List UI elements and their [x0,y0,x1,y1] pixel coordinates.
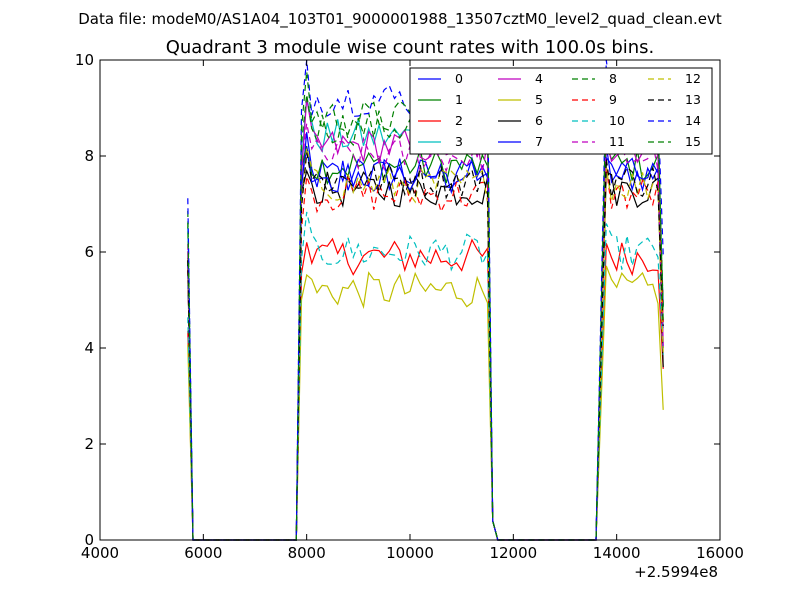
series-line-5 [187,265,664,541]
legend-label-10: 10 [609,113,625,128]
legend-label-1: 1 [455,92,463,107]
legend-label-7: 7 [535,134,543,149]
x-offset-label: +2.5994e8 [634,563,718,581]
legend-label-15: 15 [685,134,701,149]
series-line-13 [187,152,664,541]
legend-label-3: 3 [455,134,463,149]
series-line-2 [187,237,664,541]
legend-label-9: 9 [609,92,617,107]
series-line-12 [187,147,664,541]
legend-label-13: 13 [685,92,701,107]
series-line-11 [187,123,664,541]
y-tick-label: 2 [84,435,94,453]
y-tick-label: 10 [75,51,94,69]
legend-box [409,67,713,155]
chart-title: Quadrant 3 module wise count rates with … [166,37,655,58]
x-tick-label: 10000 [386,544,434,562]
legend-label-6: 6 [535,113,543,128]
legend-label-14: 14 [685,113,701,128]
chart-supertitle: Data file: modeM0/AS1A04_103T01_90000019… [78,10,722,29]
x-tick-label: 6000 [184,544,222,562]
y-tick-label: 4 [84,339,94,357]
y-tick-label: 0 [84,531,94,549]
legend-label-11: 11 [609,134,625,149]
x-tick-label: 16000 [696,544,744,562]
x-axis: 4000 6000 8000 10000 12000 14000 16000 [81,60,744,562]
y-tick-label: 8 [84,147,94,165]
legend-label-8: 8 [609,71,617,86]
legend-label-4: 4 [535,71,543,86]
series-line-7 [187,147,664,541]
x-tick-label: 4000 [81,544,119,562]
x-tick-label: 8000 [288,544,326,562]
x-tick-label: 14000 [593,544,641,562]
legend-label-5: 5 [535,92,543,107]
series-line-9 [187,166,664,541]
series-line-10 [187,211,664,541]
series-line-1 [187,144,664,541]
series-line-4 [187,98,664,541]
series-line-0 [187,132,664,541]
y-tick-label: 6 [84,243,94,261]
legend-label-0: 0 [455,71,463,86]
legend-label-12: 12 [685,71,701,86]
series-line-6 [187,168,664,541]
legend-label-2: 2 [455,113,463,128]
x-tick-label: 12000 [489,544,537,562]
